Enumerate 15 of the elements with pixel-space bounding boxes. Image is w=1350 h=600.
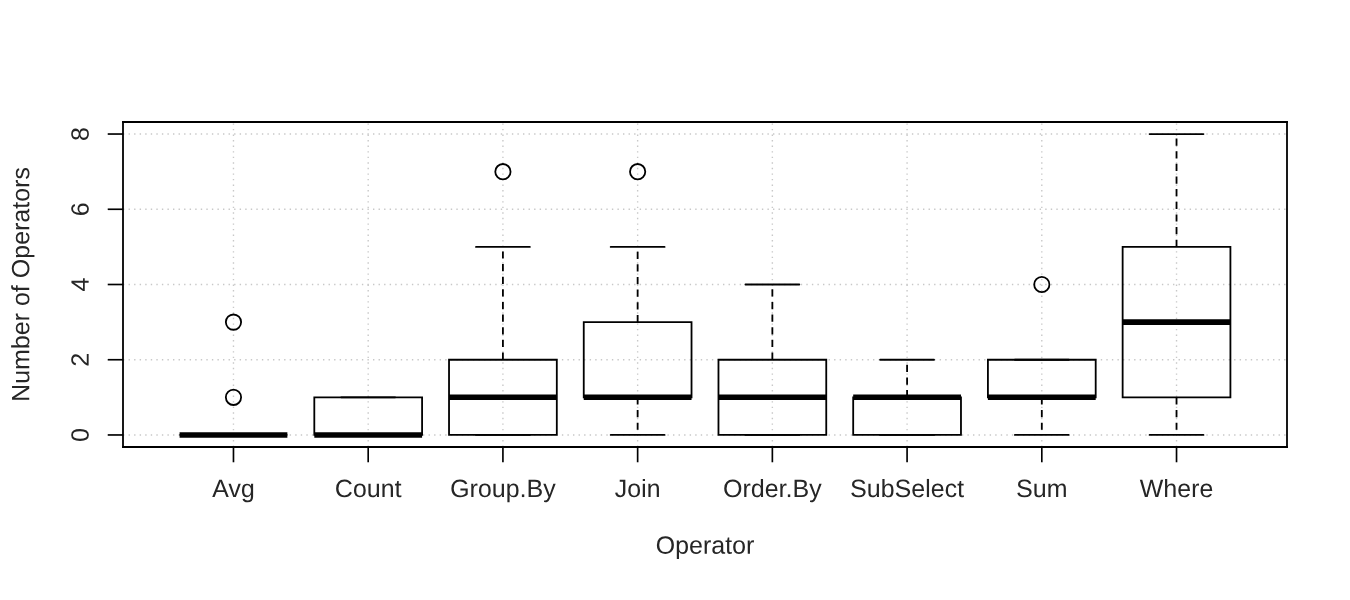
y-tick-label: 6 — [71, 203, 89, 215]
x-tick-label: Count — [336, 479, 402, 498]
y-tick-label: 0 — [71, 428, 89, 441]
y-tick-label: 8 — [71, 128, 89, 140]
x-tick-label: Group.By — [451, 479, 556, 503]
x-tick-label: Where — [1139, 478, 1213, 498]
x-tick-label: Order.By — [724, 478, 822, 503]
y-axis-title: Number of Operators — [11, 167, 35, 400]
x-tick-label: Avg — [212, 479, 254, 503]
x-tick-label: SubSelect — [851, 478, 964, 498]
x-tick-label: Sum — [1017, 479, 1066, 498]
x-tick-label: Join — [615, 478, 659, 498]
y-tick-label: 4 — [71, 278, 89, 291]
x-axis-title: Operator — [656, 536, 754, 559]
y-tick-label: 2 — [71, 354, 89, 366]
